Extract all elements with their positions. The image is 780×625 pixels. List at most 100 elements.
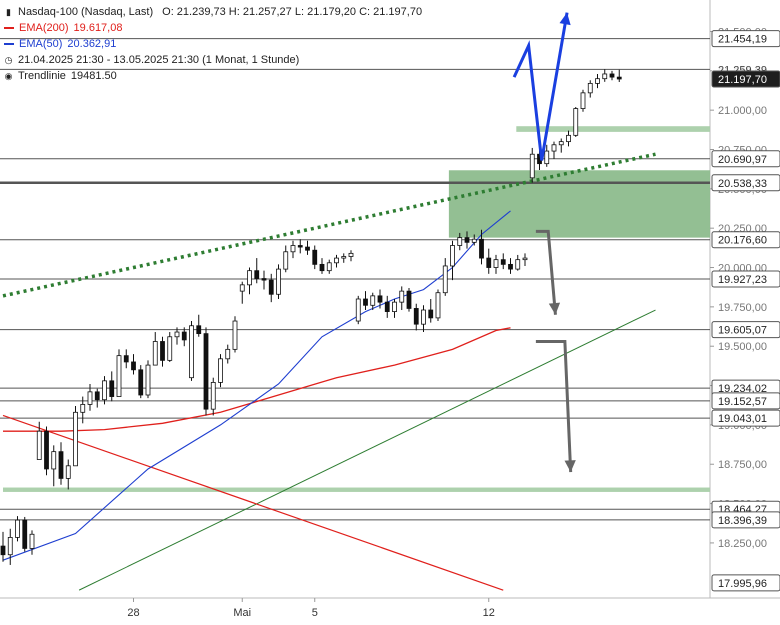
level-label: 18.396,39 [718, 515, 767, 527]
candle-up [515, 259, 521, 270]
candle-up [348, 252, 354, 257]
candle-down [203, 333, 209, 410]
candle-down [160, 341, 165, 361]
level-label-box [711, 270, 780, 288]
grey-arrow-1 [535, 229, 557, 315]
level-label-box [711, 150, 780, 168]
candle-down [377, 295, 383, 303]
level-label-box [711, 574, 780, 592]
ema200-line [3, 327, 511, 432]
candle-up [392, 301, 397, 312]
candle-up [276, 268, 281, 295]
candle-up [80, 404, 86, 413]
candle-up [167, 336, 173, 361]
candle-down [319, 263, 325, 272]
axis-tick-label: 19.750,00 [718, 302, 767, 314]
candle-up [218, 358, 223, 383]
candle-up [51, 451, 57, 470]
level-label: 19.043,01 [718, 413, 767, 425]
ema50-value: 20.362,91 [67, 38, 117, 50]
candle-down [428, 309, 434, 319]
level-label: 19.152,57 [718, 396, 767, 408]
level-label-box [711, 174, 780, 192]
candlestick-icon: ▮ [6, 6, 11, 17]
candles [0, 69, 622, 565]
candle-up [334, 257, 339, 264]
candle-up [566, 134, 571, 143]
candle-down [94, 391, 100, 401]
candle-up [493, 259, 499, 268]
axis-tick-label: 19.500,00 [718, 341, 767, 353]
level-label-box [711, 511, 780, 529]
candle-down [0, 545, 6, 556]
level-label: 19.234,02 [718, 383, 767, 395]
candle-down [261, 278, 267, 281]
ohlc-readout: O: 21.239,73 H: 21.257,27 L: 21.179,20 C… [162, 6, 423, 18]
level-label: 20.538,33 [718, 178, 767, 190]
candle-up [587, 83, 593, 94]
level-label: 20.690,97 [718, 154, 767, 166]
candle-up [544, 150, 550, 165]
blue-arrowhead-0 [559, 12, 571, 26]
candle-down [486, 257, 492, 268]
candle-up [435, 292, 441, 319]
candle-down [609, 73, 615, 78]
grey-arrowhead-1 [548, 302, 561, 315]
candle-down [363, 298, 368, 306]
axis-tick-label: 21.000,00 [718, 105, 767, 117]
x-axis-label: 28 [127, 607, 139, 619]
candle-up [457, 237, 463, 246]
candle-down [138, 369, 144, 396]
candle-up [522, 257, 528, 261]
candle-down [297, 245, 303, 248]
candle-up [558, 141, 564, 146]
grey-arrowhead-2 [564, 460, 576, 473]
candle-up [471, 238, 477, 243]
support-trendline [78, 309, 656, 591]
candle-down [508, 263, 513, 270]
candle-down [268, 279, 274, 295]
level-label: 19.927,23 [718, 274, 767, 286]
candle-up [174, 331, 180, 338]
candle-down [616, 76, 622, 80]
axis-tick-label: 18.750,00 [718, 459, 767, 471]
candle-up [239, 284, 245, 292]
ema200-value: 19.617,08 [73, 22, 123, 34]
ema200-swatch [4, 27, 14, 29]
last-price-label: 21.197,70 [718, 74, 767, 86]
candle-down [22, 519, 28, 549]
level-label: 17.995,96 [718, 578, 767, 590]
candle-up [551, 144, 557, 152]
candle-up [573, 108, 579, 136]
clock-icon: ◷ [4, 54, 13, 65]
zone-0 [448, 170, 710, 238]
zone-2 [3, 487, 710, 492]
level-label: 19.605,07 [718, 325, 767, 337]
candle-up [595, 78, 600, 84]
candle-down [406, 290, 412, 309]
chart-legend: ▮ Nasdaq-100 (Nasdaq, Last) O: 21.239,73… [4, 4, 422, 84]
candle-down [123, 355, 129, 363]
level-label: 20.176,60 [718, 235, 767, 247]
candle-down [131, 361, 136, 371]
candle-up [341, 256, 347, 259]
ema200-label: EMA(200) [19, 22, 69, 34]
axis-tick-label: 18.250,00 [718, 538, 767, 550]
candle-up [450, 245, 455, 267]
candle-up [421, 309, 426, 325]
candle-down [500, 259, 506, 265]
zone-1 [516, 126, 710, 132]
candle-down [196, 325, 202, 335]
candle-up [15, 519, 20, 538]
trendline-icon: ◉ [4, 70, 13, 81]
ema50-swatch [4, 43, 14, 45]
last-price-box [711, 70, 780, 88]
candle-down [413, 308, 419, 325]
candle-up [529, 153, 535, 179]
candle-down [312, 249, 318, 265]
candle-up [283, 251, 289, 270]
candle-down [58, 451, 64, 479]
level-label-box [711, 30, 780, 48]
trendline-label: Trendlinie [18, 70, 66, 82]
